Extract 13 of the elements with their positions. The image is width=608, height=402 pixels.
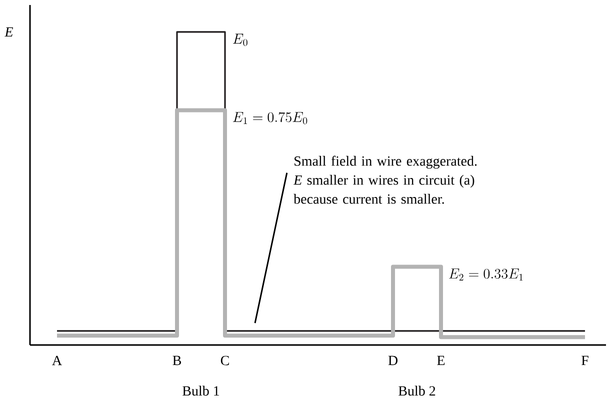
x-tick-label: E <box>437 356 445 366</box>
x-tick-label: C <box>220 356 229 366</box>
x-tick-label: F <box>582 356 588 366</box>
annotation: Small field in wire exaggerated. E smaller in wires in circuit (a) because current is smaller. <box>293 156 477 204</box>
x-tick-label: B <box>172 356 181 366</box>
annotation: $E_{2} = 0.33E_{1}$ <box>449 268 523 281</box>
text: Bulb 1 <box>182 386 220 396</box>
x-tick-label: D <box>388 356 398 366</box>
x-tick-label: A <box>52 356 62 366</box>
text: E <box>4 27 14 37</box>
annotation: $E_{0}$ <box>233 34 248 46</box>
annotation: $E_{1} = 0.75E_{0}$ <box>233 112 308 124</box>
text: Bulb 2 <box>398 386 436 396</box>
